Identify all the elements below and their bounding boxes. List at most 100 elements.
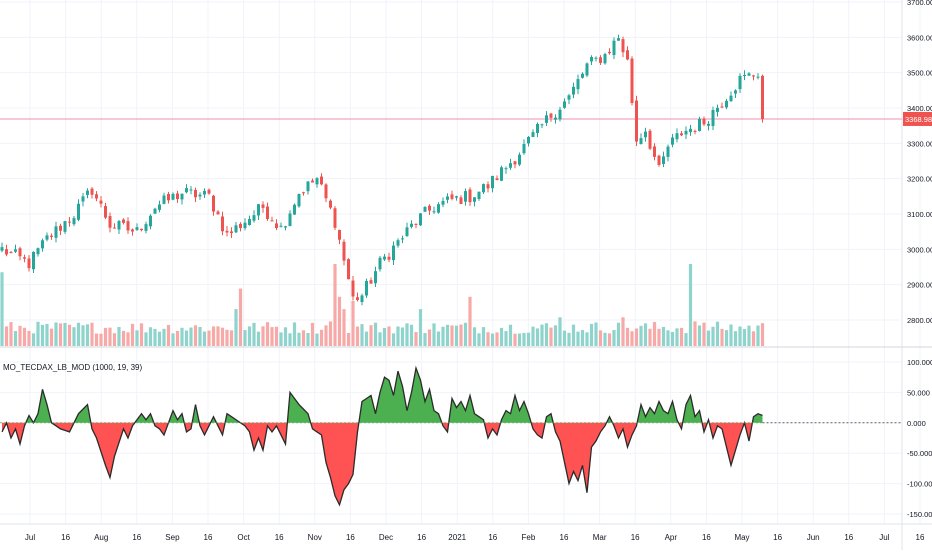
candle[interactable] [68,216,71,227]
candle[interactable] [387,252,391,263]
candle[interactable] [504,166,508,174]
candle[interactable] [54,221,58,243]
candle[interactable] [198,192,202,200]
candle[interactable] [657,154,661,167]
candle[interactable] [405,222,409,237]
candle[interactable] [594,56,598,62]
candle[interactable] [603,52,607,65]
candle[interactable] [617,34,620,41]
candle[interactable] [401,235,404,244]
candle[interactable] [329,199,332,210]
candle[interactable] [626,46,629,61]
candle[interactable] [356,292,359,302]
candle[interactable] [221,211,224,236]
candle[interactable] [648,129,652,151]
candle[interactable] [0,242,4,253]
candle[interactable] [419,213,422,226]
candle[interactable] [545,111,548,127]
candle[interactable] [585,62,589,78]
candle[interactable] [702,116,706,127]
candle[interactable] [536,122,539,138]
candle[interactable] [234,221,238,234]
candle[interactable] [500,165,503,182]
candle[interactable] [576,74,580,95]
candle[interactable] [540,123,544,129]
candle[interactable] [653,143,656,161]
candle[interactable] [680,130,683,136]
candle[interactable] [621,36,625,58]
candle[interactable] [639,133,643,145]
candle[interactable] [140,228,143,232]
candle[interactable] [333,206,337,230]
candle[interactable] [693,129,697,135]
candle[interactable] [347,258,350,280]
candle[interactable] [612,37,616,60]
candle[interactable] [554,114,557,124]
candle[interactable] [225,225,229,237]
candle[interactable] [369,277,373,284]
candle[interactable] [486,181,490,193]
candle[interactable] [77,199,80,222]
candle[interactable] [5,244,8,257]
candle[interactable] [608,48,611,55]
candle[interactable] [117,219,121,234]
candle[interactable] [279,222,283,228]
candle[interactable] [95,191,98,202]
candle[interactable] [36,247,40,257]
candle[interactable] [567,93,571,105]
candle[interactable] [90,187,94,199]
candle[interactable] [428,204,431,216]
candle[interactable] [522,139,526,155]
candle[interactable] [459,195,463,205]
candle[interactable] [644,127,647,142]
candle[interactable] [468,187,472,206]
candle[interactable] [32,251,35,274]
candle[interactable] [662,151,665,168]
candle[interactable] [41,238,44,252]
candle[interactable] [581,72,584,79]
candle[interactable] [738,73,742,93]
candle[interactable] [113,223,116,229]
candle[interactable] [203,188,206,198]
candle[interactable] [243,218,247,231]
candle[interactable] [311,178,314,183]
candle[interactable] [441,197,445,208]
candle[interactable] [720,102,724,109]
candle[interactable] [635,95,638,147]
candle[interactable] [131,228,134,236]
candle[interactable] [495,175,499,181]
candle[interactable] [185,184,188,194]
candle[interactable] [239,222,242,232]
candle[interactable] [671,133,674,148]
candle[interactable] [374,266,377,288]
candle[interactable] [275,219,278,231]
candle[interactable] [27,255,31,272]
candle[interactable] [360,293,364,306]
candle[interactable] [99,196,103,208]
candle[interactable] [477,191,481,201]
candle[interactable] [711,106,715,131]
candle[interactable] [437,202,440,214]
candle[interactable] [63,220,67,234]
candle[interactable] [288,210,292,227]
candle[interactable] [176,190,179,203]
candle[interactable] [743,70,746,81]
candle[interactable] [171,192,175,201]
candle[interactable] [725,98,728,110]
candle[interactable] [761,74,764,123]
candle[interactable] [410,220,413,229]
candle[interactable] [396,238,400,248]
candle[interactable] [482,183,485,195]
candle[interactable] [473,197,476,207]
candle[interactable] [675,128,679,143]
candle[interactable] [126,217,130,234]
candle[interactable] [630,56,634,106]
candle[interactable] [320,173,323,186]
candle[interactable] [212,194,215,216]
candle[interactable] [149,214,152,230]
candle[interactable] [756,73,760,80]
candle[interactable] [72,216,76,227]
candle[interactable] [716,104,719,117]
candle[interactable] [338,229,341,245]
candle[interactable] [446,193,449,204]
